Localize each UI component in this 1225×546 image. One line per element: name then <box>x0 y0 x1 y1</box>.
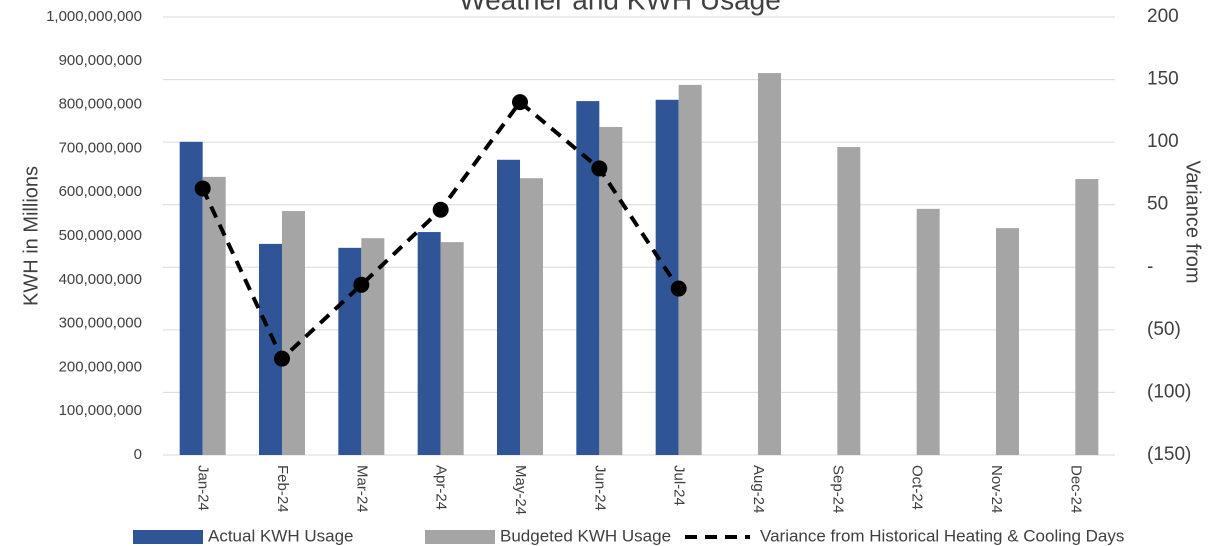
y2-axis-label: Variance from <box>1182 160 1204 283</box>
line-marker <box>274 350 290 367</box>
bar <box>417 232 441 455</box>
bar <box>202 176 226 455</box>
bar <box>655 99 679 456</box>
y-tick-label: 500,000,000 <box>59 227 142 244</box>
y2-tick-label: (100) <box>1147 381 1191 402</box>
bar <box>678 84 702 455</box>
x-tick-label: May-24 <box>512 465 529 515</box>
legend-swatch <box>425 530 495 544</box>
y-tick-label: 700,000,000 <box>59 139 142 156</box>
line-marker <box>591 160 608 177</box>
bar <box>916 208 940 455</box>
legend-label: Actual KWH Usage <box>208 526 354 545</box>
x-tick-label: Mar-24 <box>353 465 370 513</box>
y-tick-label: 400,000,000 <box>59 271 142 288</box>
y-axis-label: KWH in Millions <box>20 166 42 306</box>
bar <box>179 141 203 455</box>
x-tick-label: Oct-24 <box>909 465 926 510</box>
bar <box>576 101 600 455</box>
x-tick-label: Sep-24 <box>829 465 846 513</box>
y-tick-label: 800,000,000 <box>59 96 142 113</box>
x-tick-label: Feb-24 <box>274 465 291 513</box>
line-marker <box>194 180 211 197</box>
y-tick-label: 1,000,000,000 <box>46 8 142 25</box>
x-tick-label: Jun-24 <box>591 465 608 511</box>
line-marker <box>512 94 528 111</box>
bar <box>996 228 1019 455</box>
x-tick-label: Jan-24 <box>195 465 212 511</box>
line-marker <box>670 280 687 297</box>
legend-label: Variance from Historical Heating & Cooli… <box>760 526 1124 545</box>
bar <box>440 242 464 455</box>
line-marker <box>353 276 370 293</box>
y-tick-label: 600,000,000 <box>59 183 142 200</box>
bar <box>497 159 520 455</box>
chart-title: Weather and KWH Usage <box>459 0 781 15</box>
y-tick-label: 300,000,000 <box>59 315 142 332</box>
x-tick-label: Nov-24 <box>988 465 1005 513</box>
x-tick-label: Dec-24 <box>1067 465 1084 513</box>
y2-tick-label: (150) <box>1147 444 1191 465</box>
y2-tick-label: 100 <box>1147 131 1179 152</box>
x-tick-label: Aug-24 <box>750 465 767 513</box>
y2-tick-label: 200 <box>1147 6 1179 27</box>
y-tick-label: 100,000,000 <box>59 402 142 419</box>
bar <box>599 126 623 456</box>
legend-label: Budgeted KWH Usage <box>500 526 671 545</box>
legend-swatch <box>133 530 203 544</box>
y2-tick-label: 150 <box>1147 69 1179 90</box>
y-tick-label: 200,000,000 <box>59 358 142 375</box>
bar <box>758 73 781 456</box>
bar <box>361 238 385 455</box>
y2-tick-label: (50) <box>1147 319 1181 340</box>
x-tick-label: Apr-24 <box>433 465 450 510</box>
x-tick-label: Jul-24 <box>671 465 688 506</box>
bar <box>259 243 282 455</box>
y-tick-label: 0 <box>134 446 142 463</box>
bar <box>338 247 362 455</box>
y2-tick-label: 50 <box>1147 194 1168 215</box>
bar <box>837 147 861 455</box>
bar <box>282 211 305 455</box>
y2-tick-label: - <box>1147 256 1153 277</box>
line-marker <box>432 201 449 218</box>
bar <box>520 178 543 455</box>
y-tick-label: 900,000,000 <box>59 52 142 69</box>
bar <box>1075 179 1099 455</box>
